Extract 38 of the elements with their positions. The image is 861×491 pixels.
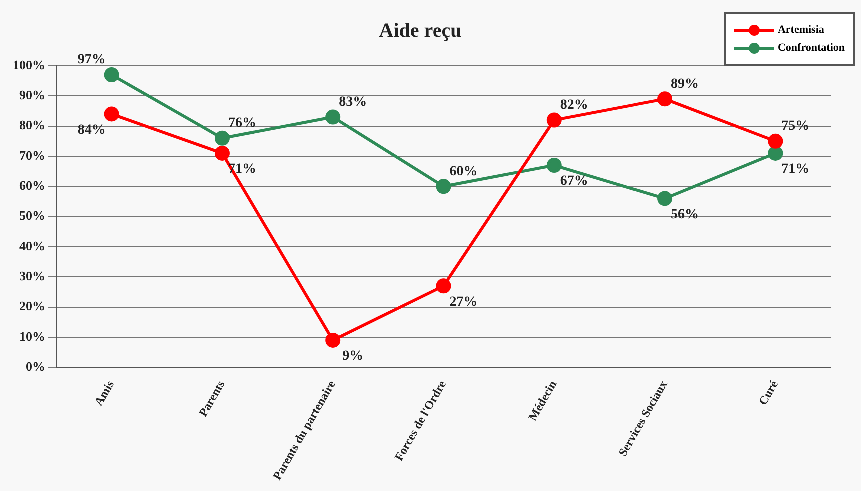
legend-label: Artemisia <box>778 24 824 36</box>
point <box>104 68 120 83</box>
point <box>436 179 452 194</box>
y-tick-label: 40% <box>20 238 46 254</box>
point <box>214 146 230 161</box>
point <box>436 278 452 294</box>
y-tick-label: 100% <box>13 57 46 72</box>
data-label: 89% <box>671 76 700 92</box>
y-tick-label: 0% <box>26 358 46 374</box>
point <box>768 134 784 149</box>
point <box>768 146 784 161</box>
y-tick-label: 50% <box>20 208 46 224</box>
point <box>658 191 673 206</box>
point <box>326 332 341 348</box>
point <box>104 106 120 122</box>
data-label: 67% <box>560 174 588 190</box>
y-tick-label: 60% <box>20 178 46 194</box>
data-label: 97% <box>78 52 106 68</box>
data-label: 83% <box>339 94 368 110</box>
data-label: 82% <box>560 98 588 113</box>
y-tick-label: 10% <box>20 328 46 344</box>
y-tick-label: 20% <box>20 298 46 314</box>
data-label: 84% <box>78 122 106 138</box>
point <box>546 158 562 174</box>
y-tick-label: 30% <box>20 268 46 284</box>
point <box>326 110 341 125</box>
data-label: 71% <box>782 162 810 178</box>
y-tick-label: 90% <box>20 88 46 103</box>
point <box>658 92 673 107</box>
data-label: 9% <box>342 349 364 364</box>
point <box>214 130 230 146</box>
point <box>546 112 562 128</box>
y-tick-label: 80% <box>20 118 46 133</box>
data-label: 27% <box>450 294 478 310</box>
chart-title: Aide reçu <box>379 20 462 42</box>
legend-label: Confrontation <box>778 42 845 54</box>
data-label: 60% <box>450 164 478 180</box>
y-tick-label: 70% <box>20 148 46 163</box>
